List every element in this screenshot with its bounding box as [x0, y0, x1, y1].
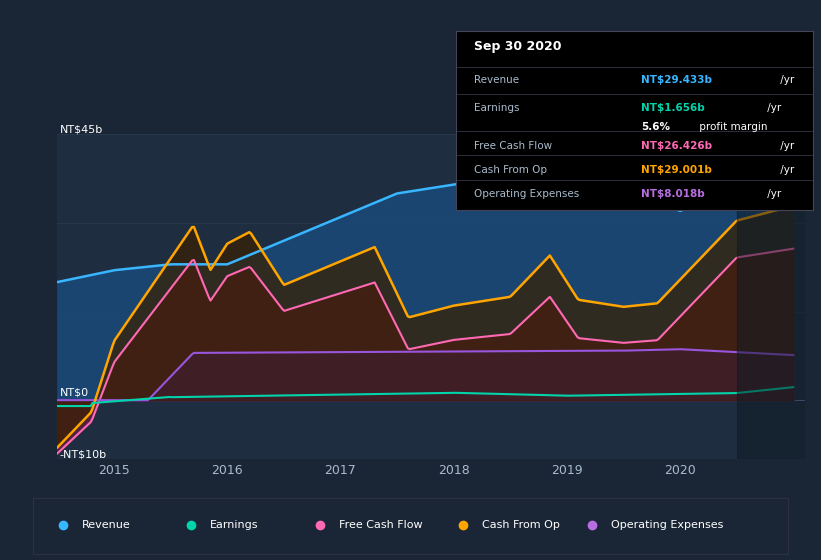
Text: NT$0: NT$0: [60, 387, 89, 397]
Text: /yr: /yr: [764, 103, 781, 113]
Text: Operating Expenses: Operating Expenses: [474, 189, 579, 199]
Text: -NT$10b: -NT$10b: [60, 449, 107, 459]
Text: Sep 30 2020: Sep 30 2020: [474, 40, 561, 53]
Text: Earnings: Earnings: [474, 103, 519, 113]
Text: /yr: /yr: [764, 189, 781, 199]
Bar: [736, 134, 805, 459]
Text: Cash From Op: Cash From Op: [474, 165, 547, 175]
Text: Revenue: Revenue: [82, 520, 131, 530]
Text: profit margin: profit margin: [695, 122, 767, 132]
Text: Free Cash Flow: Free Cash Flow: [474, 141, 552, 151]
Text: Earnings: Earnings: [210, 520, 259, 530]
Text: /yr: /yr: [777, 165, 795, 175]
Text: NT$45b: NT$45b: [60, 124, 103, 134]
Text: Cash From Op: Cash From Op: [482, 520, 560, 530]
Text: NT$8.018b: NT$8.018b: [641, 189, 705, 199]
Text: /yr: /yr: [777, 141, 795, 151]
Text: NT$29.001b: NT$29.001b: [641, 165, 713, 175]
Text: 5.6%: 5.6%: [641, 122, 671, 132]
Text: /yr: /yr: [777, 75, 795, 85]
Text: NT$26.426b: NT$26.426b: [641, 141, 713, 151]
Text: Operating Expenses: Operating Expenses: [611, 520, 723, 530]
Text: NT$29.433b: NT$29.433b: [641, 75, 713, 85]
Text: Revenue: Revenue: [474, 75, 519, 85]
Text: Free Cash Flow: Free Cash Flow: [339, 520, 422, 530]
Text: NT$1.656b: NT$1.656b: [641, 103, 705, 113]
